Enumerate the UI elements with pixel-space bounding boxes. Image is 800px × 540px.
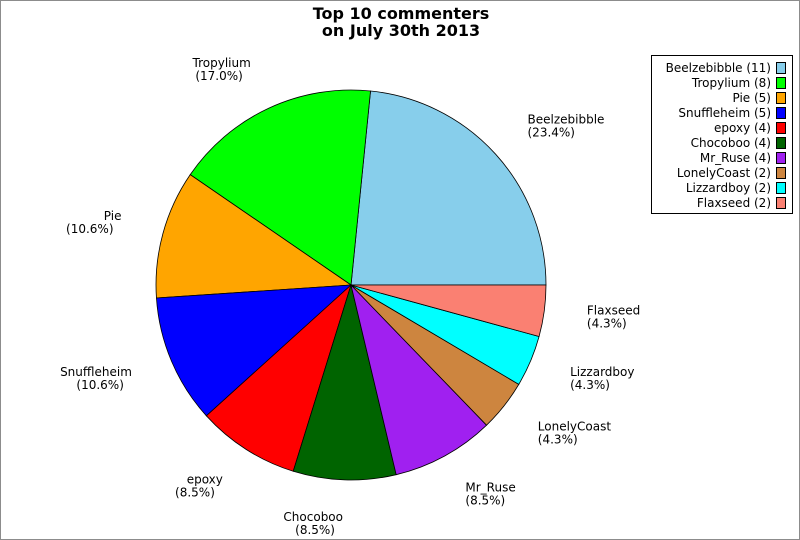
slice-name: epoxy (187, 473, 223, 487)
pie-slice-beelzebibble (350, 90, 547, 286)
slice-name: Lizzardboy (570, 365, 634, 379)
legend-label: LonelyCoast (2) (676, 166, 771, 180)
slice-label-beelzebibble: Beelzebibble (23.4%) (528, 112, 605, 139)
legend-swatch (776, 92, 786, 104)
slice-name: Flaxseed (587, 304, 640, 318)
legend-label: Beelzebibble (11) (665, 61, 771, 75)
legend-item-epoxy: epoxy (4) (714, 120, 786, 136)
slice-name: Chocoboo (283, 510, 343, 524)
slice-name: LonelyCoast (538, 420, 612, 434)
slice-name: Snuffleheim (60, 365, 132, 379)
legend-label: Mr_Ruse (4) (699, 151, 771, 165)
legend-swatch (776, 167, 786, 179)
pie-slice-mr-ruse (350, 283, 488, 476)
slice-percent: (4.3%) (570, 378, 610, 392)
slice-name: Tropylium (192, 56, 251, 70)
legend-swatch (776, 77, 786, 89)
pie-slices (155, 89, 547, 481)
legend-item-lizzardboy: Lizzardboy (2) (686, 180, 786, 196)
legend-item-flaxseed: Flaxseed (2) (697, 195, 786, 211)
legend-swatch (776, 62, 786, 74)
legend-label: epoxy (4) (714, 121, 771, 135)
legend-swatch (776, 122, 786, 134)
slice-label-lonelycoast: LonelyCoast (4.3%) (538, 420, 612, 447)
slice-percent: (8.5%) (175, 486, 215, 500)
legend-label: Chocoboo (4) (690, 136, 771, 150)
slice-label-pie: Pie (10.6%) (66, 209, 121, 236)
slice-percent: (4.3%) (587, 317, 627, 331)
legend-item-mr-ruse: Mr_Ruse (4) (700, 150, 786, 166)
legend-swatch (776, 107, 786, 119)
slice-labels: Beelzebibble (23.4%)Tropylium (17.0%)Pie (1… (60, 56, 640, 537)
legend-item-tropylium: Tropylium (8) (692, 75, 786, 91)
slice-percent: (4.3%) (538, 433, 578, 447)
legend: Beelzebibble (11) Tropylium (8) Pie (5) Snu… (651, 55, 793, 214)
slice-percent: (23.4%) (528, 125, 575, 139)
slice-percent: (10.6%) (76, 378, 123, 392)
legend-item-chocoboo: Chocoboo (4) (691, 135, 786, 151)
slice-label-chocoboo: Chocoboo (8.5%) (283, 510, 343, 537)
legend-swatch (776, 137, 786, 149)
chart-title-line-2: on July 30th 2013 (322, 21, 480, 40)
slice-percent: (8.5%) (295, 523, 335, 537)
slice-name: Mr_Ruse (465, 481, 515, 495)
legend-label: Tropylium (8) (691, 76, 771, 90)
legend-label: Snuffleheim (5) (678, 106, 771, 120)
slice-percent: (17.0%) (195, 69, 242, 83)
pie-slice-epoxy (205, 283, 352, 472)
legend-swatch (776, 182, 786, 194)
pie-slice-tropylium (189, 89, 371, 286)
slice-percent: (8.5%) (465, 494, 505, 508)
pie-slice-chocoboo (292, 283, 397, 481)
pie-slice-pie (155, 174, 353, 299)
legend-swatch (776, 152, 786, 164)
legend-label: Flaxseed (2) (696, 196, 771, 210)
slice-label-flaxseed: Flaxseed (4.3%) (587, 304, 640, 331)
legend-swatch (776, 197, 786, 209)
slice-label-snuffleheim: Snuffleheim (10.6%) (60, 365, 132, 392)
slice-label-lizzardboy: Lizzardboy (4.3%) (570, 365, 634, 392)
legend-item-lonelycoast: LonelyCoast (2) (677, 165, 786, 181)
slice-label-mr-ruse: Mr_Ruse (8.5%) (465, 481, 515, 508)
legend-label: Pie (5) (732, 91, 771, 105)
slice-percent: (10.6%) (66, 222, 113, 236)
slice-label-tropylium: Tropylium (17.0%) (192, 56, 251, 83)
chart-title-line-1: Top 10 commenters (313, 4, 490, 23)
legend-item-snuffleheim: Snuffleheim (5) (678, 105, 786, 121)
legend-item-pie: Pie (5) (732, 90, 786, 106)
slice-name: Beelzebibble (528, 112, 605, 126)
slice-name: Pie (104, 209, 122, 223)
pie-slice-snuffleheim (156, 284, 353, 417)
pie-slice-flaxseed (350, 284, 547, 338)
slice-label-epoxy: epoxy (8.5%) (175, 473, 223, 500)
legend-label: Lizzardboy (2) (685, 181, 771, 195)
legend-item-beelzebibble: Beelzebibble (11) (666, 60, 786, 76)
